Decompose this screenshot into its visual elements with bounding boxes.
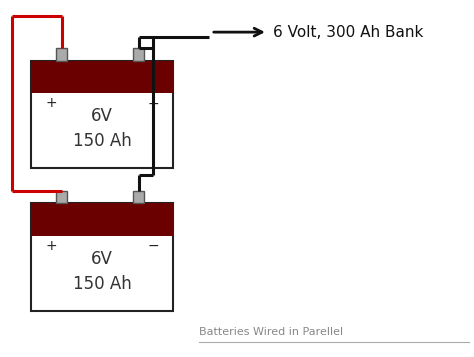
Text: 6V: 6V: [91, 250, 113, 268]
Text: +: +: [45, 239, 57, 253]
Bar: [31, 61, 173, 93]
Bar: [133, 191, 144, 203]
Text: −: −: [147, 96, 159, 110]
Text: 6V: 6V: [91, 107, 113, 125]
Text: −: −: [147, 239, 159, 253]
Text: Batteries Wired in Parellel: Batteries Wired in Parellel: [199, 327, 343, 337]
Text: 150 Ah: 150 Ah: [73, 132, 131, 150]
Text: 6 Volt, 300 Ah Bank: 6 Volt, 300 Ah Bank: [273, 25, 423, 40]
Text: 150 Ah: 150 Ah: [73, 275, 131, 293]
Bar: [133, 48, 144, 61]
Text: +: +: [45, 96, 57, 110]
Bar: [31, 203, 173, 236]
Bar: [31, 61, 173, 168]
Bar: [56, 48, 67, 61]
Bar: [31, 203, 173, 311]
Bar: [56, 191, 67, 203]
